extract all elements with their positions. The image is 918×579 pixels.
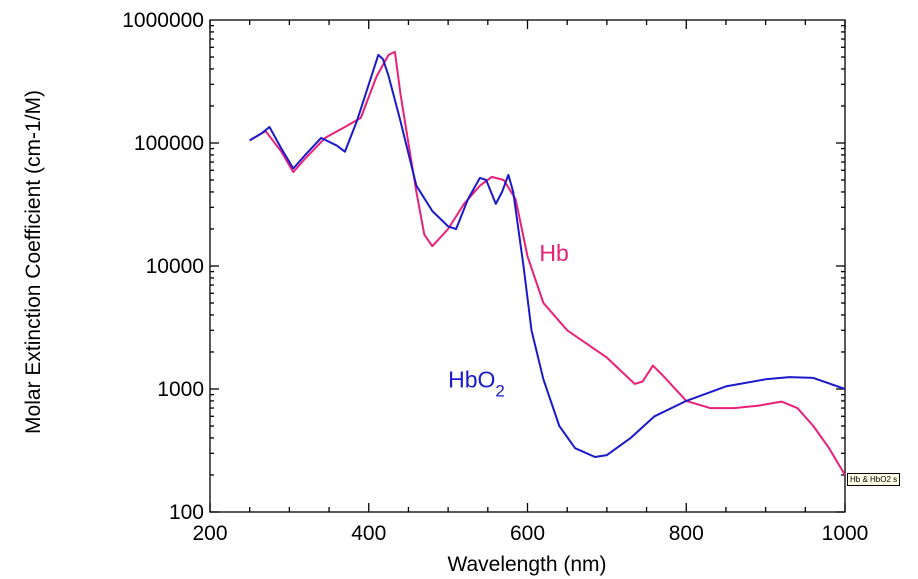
x-tick-label: 800 [669, 522, 704, 545]
y-tick-label: 1000000 [122, 9, 204, 32]
x-axis-title: Wavelength (nm) [447, 553, 606, 576]
x-tick-label: 200 [192, 522, 227, 545]
series-label-hb: Hb [539, 240, 568, 266]
y-tick-label: 100000 [134, 132, 204, 155]
y-tick-label: 1000 [157, 378, 204, 401]
x-tick-label: 1000 [822, 522, 869, 545]
x-tick-label: 400 [351, 522, 386, 545]
series-label-text: Hb [539, 240, 568, 266]
series-label-subscript: 2 [495, 381, 504, 400]
series-label-hbo2: HbO2 [448, 366, 505, 400]
series-tooltip: Hb & HbO2 s [847, 473, 901, 486]
series-label-text: HbO [448, 366, 495, 392]
y-tick-label: 10000 [146, 255, 204, 278]
series-line-hb [249, 50, 846, 476]
series-layer [249, 50, 846, 476]
labels-layer: Wavelength (nm) Molar Extinction Coeffic… [22, 90, 607, 576]
plot-frame [209, 19, 846, 513]
x-tick-label: 600 [510, 522, 545, 545]
y-axis-title: Molar Extinction Coefficient (cm-1/M) [22, 90, 45, 434]
plot-axes: 200 400 600 800 1000 100 1000 10000 100000 100000… [122, 9, 868, 545]
series-line-hbo2 [249, 53, 846, 458]
y-tick-label: 100 [169, 501, 204, 524]
